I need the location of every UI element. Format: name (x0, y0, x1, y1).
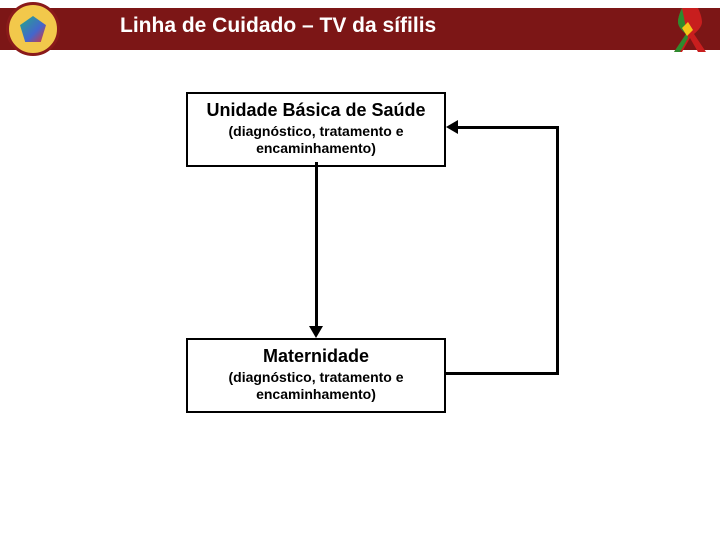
node-ubs-subtitle: (diagnóstico, tratamento e encaminhament… (196, 123, 436, 157)
header: Linha de Cuidado – TV da sífilis (0, 0, 720, 58)
edge-return-arrow (446, 120, 458, 134)
logo-left-glyph (20, 16, 46, 42)
edge-ubs-to-maternidade-arrow (309, 326, 323, 338)
node-maternidade: Maternidade (diagnóstico, tratamento e e… (186, 338, 446, 413)
edge-return-seg2 (556, 126, 559, 375)
node-ubs: Unidade Básica de Saúde (diagnóstico, tr… (186, 92, 446, 167)
page-title: Linha de Cuidado – TV da sífilis (120, 14, 436, 38)
node-maternidade-title: Maternidade (196, 346, 436, 367)
node-maternidade-subtitle: (diagnóstico, tratamento e encaminhament… (196, 369, 436, 403)
ribbon-icon (664, 2, 710, 56)
edge-return-seg1 (446, 372, 559, 375)
edge-ubs-to-maternidade (315, 162, 318, 328)
node-ubs-title: Unidade Básica de Saúde (196, 100, 436, 121)
logo-left (6, 2, 60, 56)
edge-return-seg3 (456, 126, 559, 129)
diagram-canvas: Unidade Básica de Saúde (diagnóstico, tr… (0, 58, 720, 540)
